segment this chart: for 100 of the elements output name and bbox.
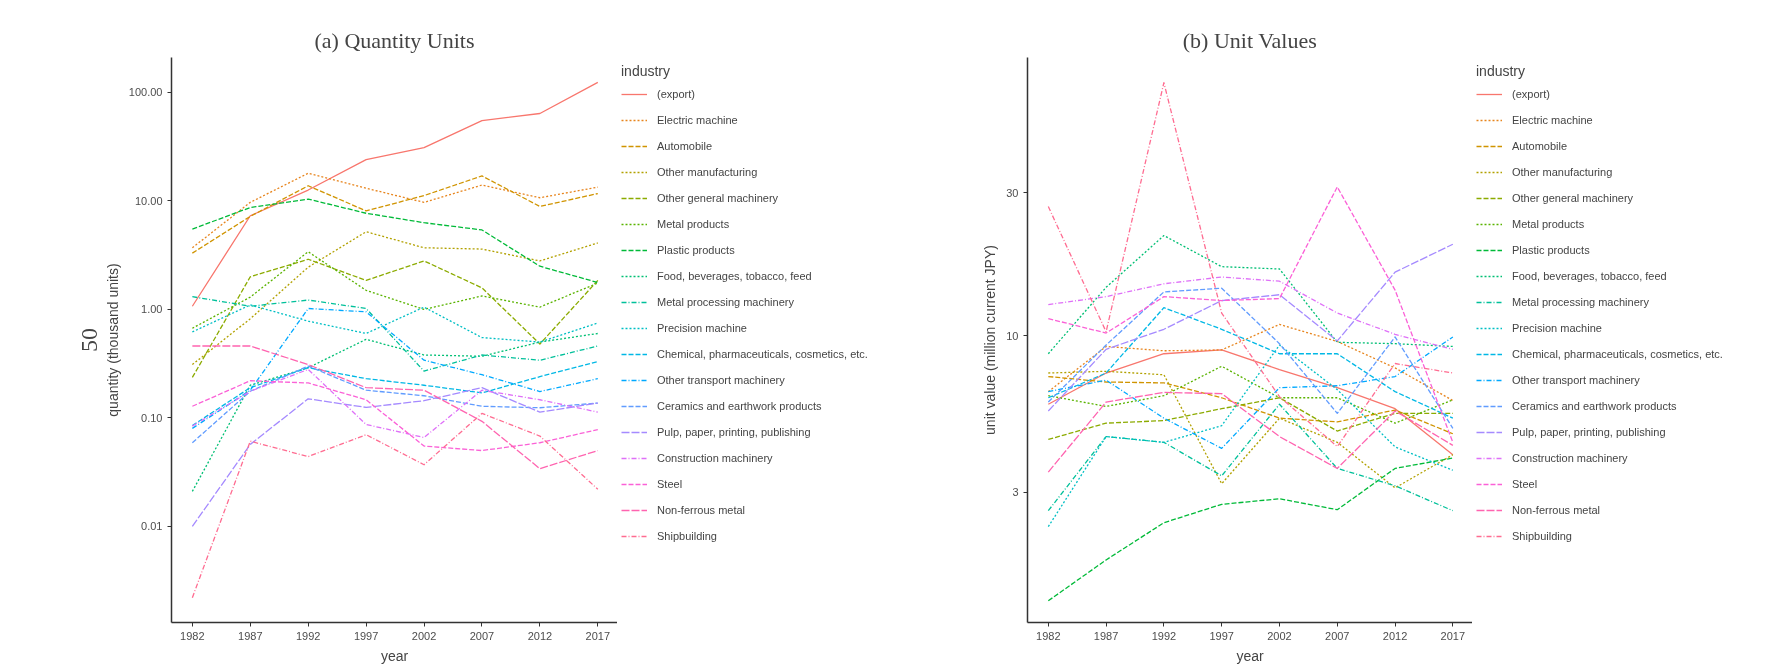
legend-title: industry [621,63,672,79]
x-tick-label: 2002 [1267,629,1292,642]
legend-label: Construction machinery [1512,451,1628,466]
chart-title: (a) Quantity Units [314,27,475,53]
x-tick-label: 2012 [1382,629,1408,642]
line-series [191,198,599,284]
legend-label: Precision machine [1512,321,1602,336]
legend-label: Ceramics and earthwork products [657,399,822,414]
legend-label: Automobile [657,139,713,154]
chart-title: (b) Unit Values [1182,27,1317,53]
legend-label: Ceramics and earthwork products [1512,399,1677,414]
x-tick-label: 2007 [469,629,495,642]
x-tick-label: 2017 [585,629,611,642]
x-tick-label: 1982 [180,629,205,642]
line-series [1047,287,1454,429]
x-tick-label: 1992 [1151,629,1177,642]
legend-label: Other transport machinery [657,373,785,388]
y-tick-label: 3 [1012,486,1019,499]
x-tick-label: 1987 [238,629,263,642]
legend-label: Food, beverages, tobacco, feed [657,269,812,284]
line-series [191,307,599,430]
legend-label: Precision machine [657,321,747,336]
line-series [1047,349,1454,456]
y-tick-label: 10.00 [134,194,163,207]
line-series [1047,336,1454,450]
y-axis-title: quantity (thousand units) [104,263,121,417]
x-axis-title: year [380,647,409,664]
line-series [191,387,599,528]
legend-label: Other general machinery [657,191,779,206]
line-series [1047,403,1454,512]
legend-label: Construction machinery [657,451,773,466]
text: 50 [75,328,102,352]
legend-label: Plastic products [1512,243,1590,258]
line-series [1047,457,1454,602]
y-tick-label: 10 [1006,329,1019,342]
y-tick-label: 100.00 [128,86,163,99]
line-series [191,380,599,452]
line-series [191,332,599,493]
legend-label: Automobile [1512,139,1568,154]
x-tick-label: 1982 [1036,629,1061,642]
legend-label: Electric machine [1512,113,1593,128]
legend-label: Chemical, pharmaceuticals, cosmetics, etc. [657,347,868,362]
legend-label: Other transport machinery [1512,373,1640,388]
legend-label: Metal processing machinery [1512,295,1649,310]
legend-label: Shipbuilding [657,529,717,544]
line-series [191,304,599,343]
y-tick-label: 0.01 [141,520,163,533]
legend-label: Steel [657,477,683,492]
x-tick-label: 1987 [1093,629,1119,642]
line-series [191,231,599,366]
line-series [1047,243,1454,412]
y-tick-label: 30 [1006,186,1019,199]
line-series [1047,82,1454,448]
line-series [191,81,599,307]
line-series [1047,307,1454,419]
legend-label: (export) [657,87,695,102]
line-series [1047,391,1454,473]
legend-label: Shipbuilding [1512,529,1572,544]
line-series [191,251,599,329]
x-axis-title: year [1236,647,1264,664]
x-tick-label: 2007 [1325,629,1350,642]
x-tick-label: 1997 [1209,629,1234,642]
legend-title: industry [1476,63,1527,79]
legend-label: Non-ferrous metal [657,503,746,518]
legend-label: Metal products [657,217,730,232]
x-tick-label: 2017 [1440,629,1466,642]
x-tick-label: 2002 [411,629,437,642]
line-series [1047,234,1454,355]
line-series [191,412,599,599]
legend-label: Other manufacturing [1512,165,1613,180]
y-axis-title: unit value (million current JPY) [982,245,999,435]
legend-label: Non-ferrous metal [1512,503,1601,518]
legend-label: Chemical, pharmaceuticals, cosmetics, etc. [1512,347,1723,362]
line-series [1047,370,1454,489]
legend-label: Pulp, paper, printing, publishing [657,425,811,440]
line-series [191,361,599,427]
line-series [1047,365,1454,424]
legend-label: Plastic products [657,243,735,258]
legend-label: Food, beverages, tobacco, feed [1512,269,1667,284]
line-series [1047,323,1454,402]
line-series [1047,186,1454,443]
line-series [191,258,599,379]
line-series [191,345,599,470]
x-tick-label: 2012 [527,629,553,642]
y-tick-label: 1.00 [141,303,163,316]
legend-label: Steel [1512,477,1538,492]
legend-label: Electric machine [657,113,738,128]
x-tick-label: 1997 [353,629,379,642]
x-tick-label: 1992 [295,629,321,642]
legend-label: (export) [1512,87,1550,102]
line-series [1047,276,1454,350]
line-series [1047,375,1454,435]
y-tick-label: 0.10 [141,411,163,424]
legend-label: Other manufacturing [657,165,758,180]
line-series [1047,397,1454,441]
legend-label: Metal products [1512,217,1585,232]
line-series [1047,344,1454,528]
legend-label: Other general machinery [1512,191,1634,206]
legend-label: Metal processing machinery [657,295,794,310]
legend-label: Pulp, paper, printing, publishing [1512,425,1666,440]
